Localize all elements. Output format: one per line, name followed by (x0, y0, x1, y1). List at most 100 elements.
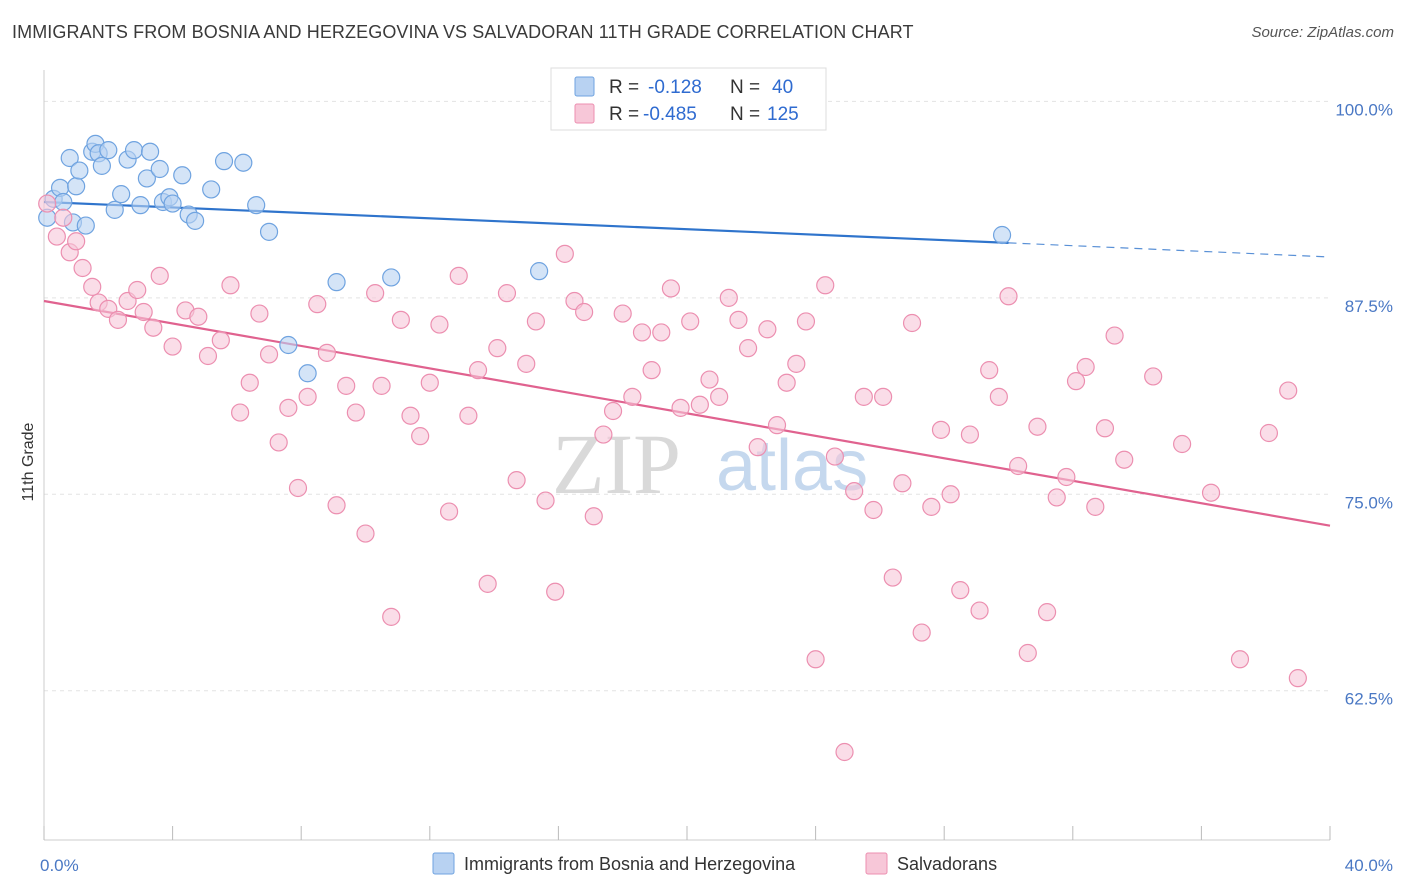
watermark-atlas: atlas (716, 426, 868, 506)
point-bosnia-8 (76, 216, 95, 235)
point-salvadoran-10 (128, 280, 147, 300)
legend-n-value-bosnia: 40 (772, 77, 793, 98)
point-salvadoran-25 (279, 398, 298, 417)
point-bosnia-35 (327, 273, 346, 292)
point-salvadoran-91 (912, 623, 931, 642)
point-salvadoran-64 (652, 323, 671, 342)
x-tick-label-1: 40.0% (1345, 856, 1393, 875)
point-bosnia-12 (92, 156, 111, 175)
point-salvadoran-45 (468, 361, 488, 380)
legend-r-label-salvadoran: R = (609, 104, 639, 125)
point-salvadoran-66 (671, 398, 690, 417)
watermark: ZIP atlas (552, 416, 868, 512)
series-legend-swatch-salvadoran (865, 852, 888, 875)
point-bosnia-33 (279, 335, 298, 355)
series-legend-label-salvadoran: Salvadorans (897, 854, 997, 874)
watermark-zip: ZIP (552, 416, 681, 512)
point-bosnia-28 (202, 180, 221, 199)
point-bosnia-15 (112, 185, 131, 204)
legend-swatch-salvadoran (574, 103, 595, 124)
y-tick-labels: 100.0% 87.5% 75.0% 62.5% (1335, 100, 1393, 708)
point-salvadoran-27 (298, 387, 317, 406)
point-salvadoran-33 (356, 524, 375, 543)
x-tick-label-0: 0.0% (40, 856, 79, 875)
point-salvadoran-53 (546, 582, 565, 601)
legend-box (550, 67, 827, 131)
point-salvadoran-74 (748, 438, 767, 457)
point-salvadoran-12 (144, 318, 163, 337)
point-bosnia-19 (137, 169, 156, 188)
point-salvadoran-115 (1201, 483, 1221, 502)
point-salvadoran-90 (902, 313, 922, 333)
point-salvadoran-103 (1028, 417, 1047, 436)
point-salvadoran-111 (1105, 326, 1124, 345)
point-bosnia-14 (105, 200, 124, 219)
point-salvadoran-22 (250, 304, 269, 323)
point-bosnia-21 (150, 159, 169, 179)
point-salvadoran-78 (787, 354, 806, 373)
point-salvadoran-120 (54, 208, 73, 227)
point-salvadoran-94 (941, 485, 960, 504)
point-salvadoran-116 (1230, 650, 1250, 669)
point-salvadoran-70 (710, 387, 729, 406)
trend-lines (43, 200, 1331, 527)
point-salvadoran-32 (346, 403, 365, 422)
point-salvadoran-56 (575, 302, 594, 322)
point-salvadoran-104 (1037, 603, 1057, 622)
point-salvadoran-13 (150, 266, 169, 285)
point-salvadoran-26 (288, 478, 308, 498)
point-salvadoran-8 (108, 310, 128, 329)
point-salvadoran-87 (874, 387, 893, 406)
point-salvadoran-3 (67, 232, 86, 251)
point-salvadoran-89 (893, 474, 912, 493)
point-salvadoran-1 (47, 227, 66, 246)
point-salvadoran-79 (796, 312, 816, 331)
point-salvadoran-50 (517, 354, 536, 373)
y-tick-label-3: 62.5% (1345, 690, 1393, 709)
point-bosnia-24 (163, 194, 182, 213)
point-salvadoran-82 (825, 447, 844, 466)
point-salvadoran-63 (642, 361, 661, 380)
series-legend-label-bosnia: Immigrants from Bosnia and Herzegovina (464, 854, 796, 874)
point-salvadoran-29 (317, 343, 337, 362)
legend-n-label-bosnia: N = (730, 77, 760, 98)
point-bosnia-30 (234, 153, 253, 172)
point-bosnia-6 (67, 177, 86, 196)
point-salvadoran-58 (594, 425, 613, 444)
point-salvadoran-98 (980, 361, 999, 380)
point-salvadoran-59 (603, 401, 623, 421)
point-salvadoran-86 (864, 500, 883, 520)
point-salvadoran-51 (526, 312, 545, 331)
point-salvadoran-43 (449, 266, 468, 285)
point-salvadoran-24 (269, 433, 288, 452)
point-bosnia-18 (131, 196, 150, 215)
series-legend-swatch-bosnia (432, 852, 455, 875)
point-bosnia-25 (173, 166, 192, 185)
point-bosnia-3 (54, 192, 73, 212)
point-salvadoran-107 (1066, 372, 1086, 391)
legend-n-value-salvadoran: 125 (767, 104, 799, 125)
legend-r-value-salvadoran: -0.485 (643, 104, 697, 125)
point-salvadoran-105 (1047, 488, 1066, 507)
point-salvadoran-54 (555, 244, 574, 263)
point-salvadoran-28 (308, 295, 327, 314)
series-legend: Immigrants from Bosnia and Herzegovina S… (432, 852, 997, 875)
point-salvadoran-37 (391, 310, 410, 329)
point-salvadoran-18 (211, 331, 230, 350)
point-salvadoran-118 (1279, 381, 1298, 400)
point-salvadoran-48 (497, 284, 517, 303)
point-salvadoran-85 (854, 387, 873, 406)
point-salvadoran-65 (661, 279, 681, 298)
point-salvadoran-44 (459, 406, 478, 425)
point-salvadoran-36 (382, 607, 401, 626)
chart-source: Source: ZipAtlas.com (1251, 24, 1394, 41)
point-salvadoran-102 (1018, 643, 1037, 663)
point-bosnia-32 (259, 222, 279, 241)
point-salvadoran-5 (83, 277, 102, 296)
point-salvadoran-76 (767, 416, 787, 435)
point-salvadoran-67 (681, 312, 700, 331)
point-bosnia-36 (382, 268, 401, 287)
point-salvadoran-72 (729, 310, 748, 329)
point-salvadoran-35 (372, 376, 391, 395)
